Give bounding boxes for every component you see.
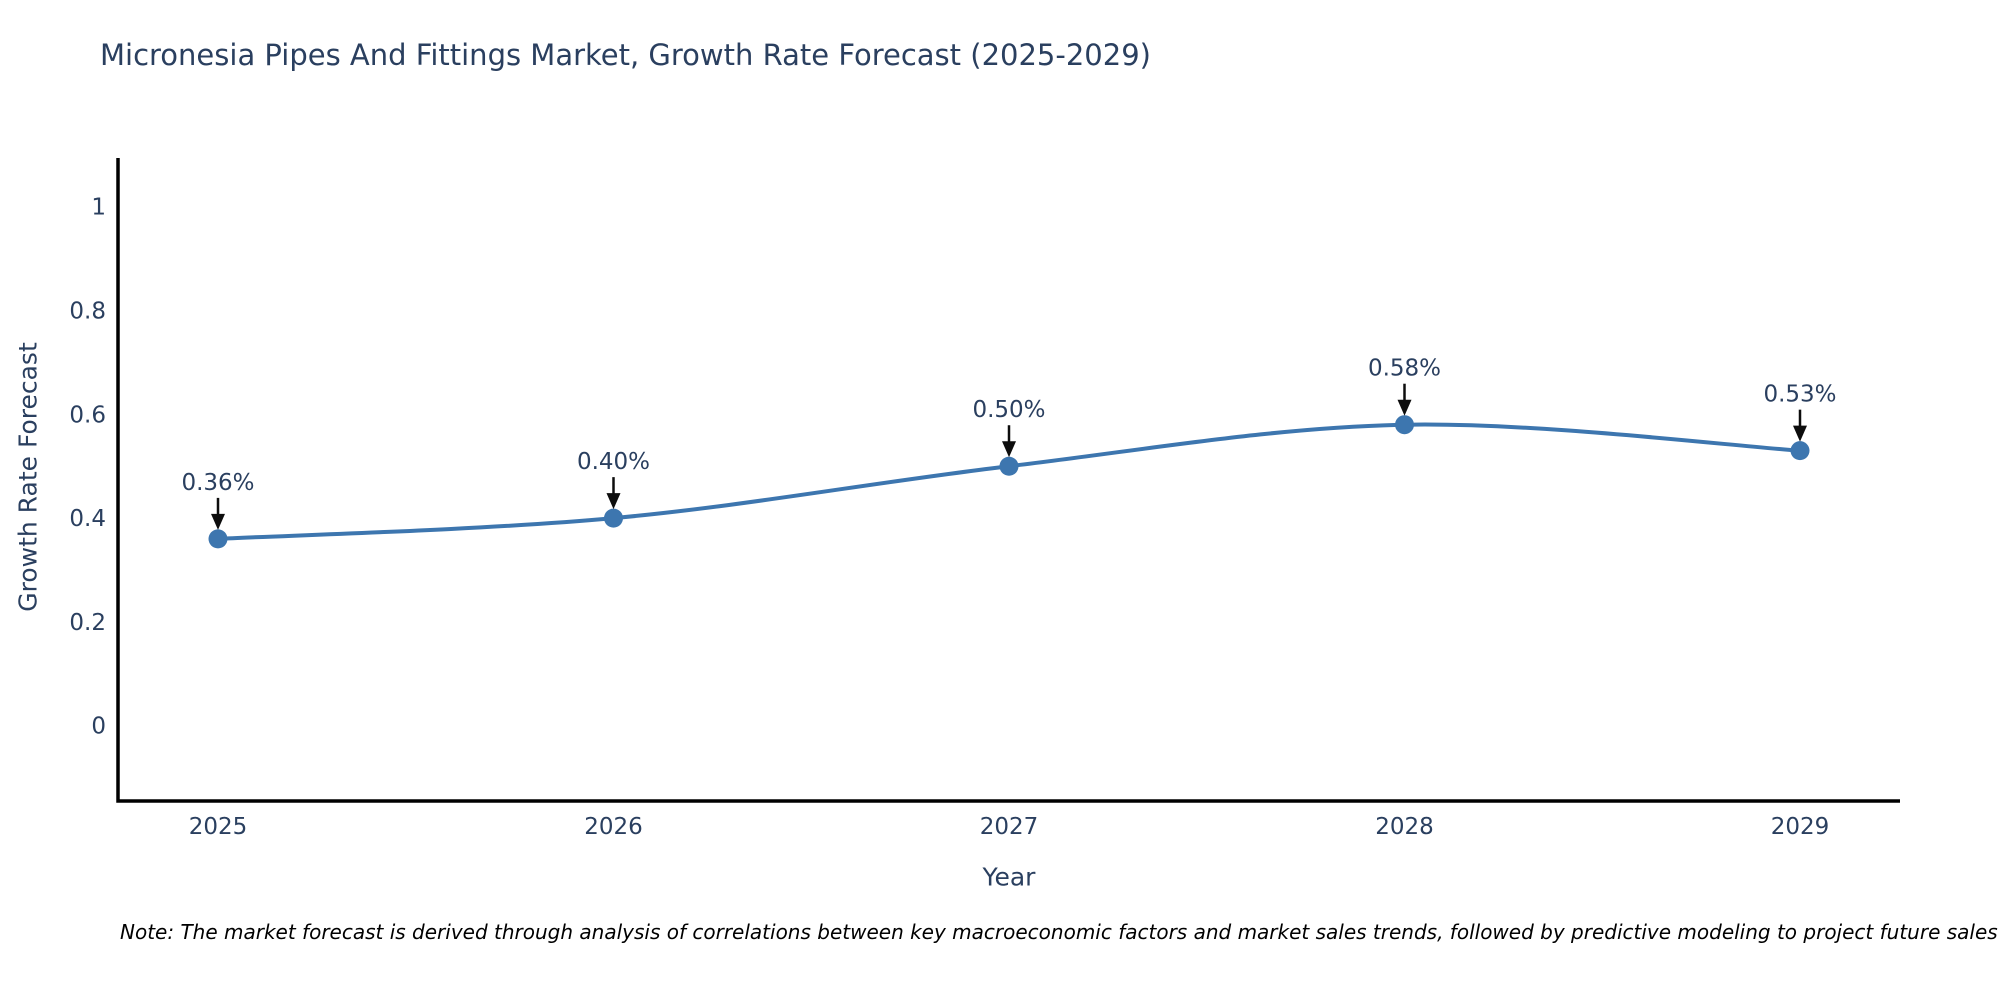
data-point-2028 <box>1395 415 1414 435</box>
data-label-2029: 0.53% <box>1763 382 1836 408</box>
chart-title: Micronesia Pipes And Fittings Market, Gr… <box>100 38 1151 72</box>
axis-lines <box>116 158 1900 803</box>
y-tick-label: 0.8 <box>69 299 106 325</box>
data-point-2027 <box>999 456 1019 476</box>
y-tick-label: 1 <box>91 195 106 221</box>
x-tick-label-2026: 2026 <box>584 814 643 840</box>
data-point-2025 <box>208 529 228 549</box>
annotation-arrow-head <box>1793 425 1807 442</box>
data-label-2026: 0.40% <box>577 449 650 475</box>
footnote: Note: The market forecast is derived thr… <box>120 920 1998 944</box>
y-tick-label: 0 <box>91 714 106 740</box>
data-point-2026 <box>604 508 623 528</box>
x-tick-label-2028: 2028 <box>1375 814 1434 840</box>
y-axis-title: Growth Rate Forecast <box>13 342 43 612</box>
x-tick-label-2029: 2029 <box>1771 814 1830 840</box>
data-point-2029 <box>1790 441 1810 461</box>
data-label-2027: 0.50% <box>972 397 1045 423</box>
data-label-2028: 0.58% <box>1368 356 1441 382</box>
annotation-arrow-head <box>606 493 621 510</box>
annotation-arrow-head <box>1397 399 1412 416</box>
x-tick-label-2027: 2027 <box>980 814 1039 840</box>
annotation-arrow-head <box>211 513 225 530</box>
y-tick-label: 0.2 <box>69 610 106 636</box>
x-axis-title: Year <box>982 862 1036 892</box>
x-tick-label-2025: 2025 <box>189 814 248 840</box>
y-tick-label: 0.6 <box>69 402 106 428</box>
y-tick-label: 0.4 <box>69 506 106 532</box>
data-label-2025: 0.36% <box>181 470 254 496</box>
annotation-arrow-head <box>1002 441 1016 458</box>
